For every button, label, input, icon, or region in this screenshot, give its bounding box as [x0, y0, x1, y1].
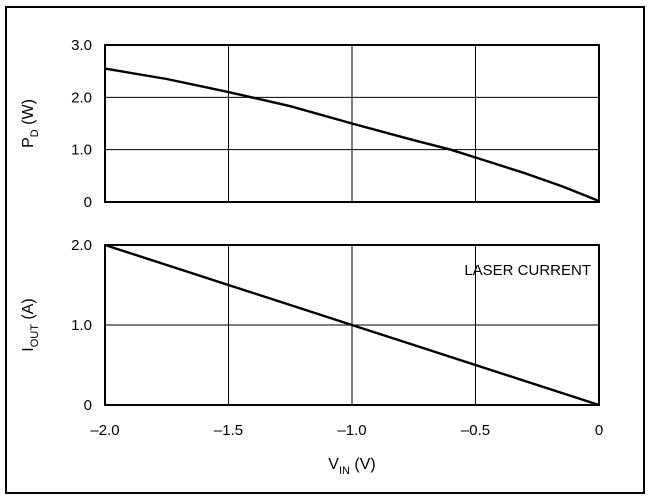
series-line [104, 67, 600, 203]
x-tick-label: 0 [595, 422, 603, 439]
y-tick-label: 1.0 [71, 142, 92, 159]
y-axis-label: PD (W) [20, 99, 41, 148]
annotation-label: LASER CURRENT [464, 262, 591, 279]
y-tick-label: 2.0 [71, 89, 92, 106]
x-tick-label: –2.0 [90, 422, 119, 439]
y-tick-label: 1.0 [71, 317, 92, 334]
x-tick-label: –0.5 [461, 422, 490, 439]
plot-frame [104, 244, 600, 406]
series-line [104, 243, 600, 407]
y-tick-label: 0 [84, 397, 92, 414]
x-axis-label: VIN (V) [328, 456, 375, 477]
y-tick-label: 2.0 [71, 237, 92, 254]
figure-frame [5, 6, 645, 494]
plot-2: 0 1.0 2.0 IOUT (A) –2.0 –1.5 –1.0 –0.5 0 VIN (V) L… [20, 237, 603, 477]
plot-1: 0 1.0 2.0 3.0 PD (W) [20, 37, 600, 211]
y-tick-label: 0 [84, 194, 92, 211]
y-axis-label: IOUT (A) [20, 298, 41, 351]
y-tick-label: 3.0 [71, 37, 92, 54]
plot-frame [104, 44, 600, 203]
x-tick-label: –1.5 [214, 422, 243, 439]
x-tick-label: –1.0 [337, 422, 366, 439]
